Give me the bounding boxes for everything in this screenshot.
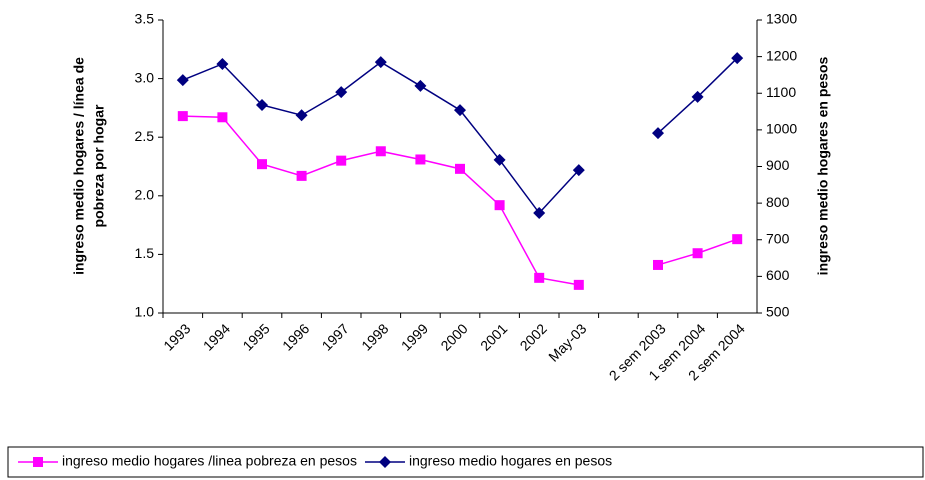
y2-tick-label: 1100	[766, 84, 796, 100]
legend-label: ingreso medio hogares en pesos	[409, 453, 612, 469]
marker	[256, 98, 268, 111]
marker	[652, 127, 664, 140]
marker	[216, 57, 229, 70]
marker	[374, 56, 387, 69]
y-tick-label: 2.5	[135, 128, 155, 144]
y2-tick-label: 1200	[766, 47, 797, 63]
y2-tick-label: 700	[766, 230, 790, 246]
marker	[33, 457, 43, 467]
x-tick-label: 2001	[477, 320, 510, 353]
y-tick-label: 2.0	[135, 187, 155, 203]
y2-tick-label: 1000	[766, 121, 797, 137]
marker	[692, 248, 703, 259]
marker	[176, 74, 189, 87]
marker	[335, 86, 348, 99]
marker	[534, 272, 545, 283]
marker	[257, 159, 267, 170]
y-tick-label: 3.0	[135, 69, 155, 85]
x-tick-label: May-03	[545, 320, 589, 364]
marker	[415, 154, 426, 165]
marker	[375, 146, 386, 157]
x-tick-label: 2002	[517, 320, 550, 353]
legend-box	[7, 446, 924, 478]
marker	[573, 279, 584, 290]
marker	[454, 104, 466, 117]
marker	[493, 153, 506, 166]
x-tick-label: 1995	[239, 320, 272, 353]
marker	[653, 259, 663, 270]
series-line	[182, 115, 738, 286]
y-tick-label: 1.0	[135, 304, 155, 320]
x-tick-label: 1996	[279, 320, 312, 353]
y2-tick-label: 900	[766, 157, 790, 173]
marker	[177, 111, 188, 122]
y-axis-label: ingreso medio hogares / línea de	[71, 57, 87, 275]
y2-axis-label: ingreso medio hogares en pesos	[815, 56, 831, 275]
series-line	[182, 57, 738, 215]
y2-tick-label: 1300	[766, 11, 797, 27]
x-tick-label: 1997	[319, 320, 352, 353]
marker	[691, 90, 704, 103]
y2-tick-label: 500	[766, 304, 790, 320]
x-tick-label: 2000	[437, 320, 470, 353]
legend-label: ingreso medio hogares /linea pobreza en …	[62, 453, 357, 469]
marker	[494, 200, 505, 211]
marker	[731, 52, 744, 65]
marker	[295, 109, 308, 122]
x-tick-label: 1999	[398, 320, 431, 353]
x-tick-label: 1993	[160, 320, 193, 353]
y2-tick-label: 800	[766, 194, 790, 210]
x-tick-label: 1998	[358, 320, 391, 353]
marker	[533, 207, 546, 220]
y2-tick-label: 600	[766, 267, 790, 283]
y-tick-label: 3.5	[135, 11, 155, 27]
marker	[217, 112, 228, 123]
marker	[455, 163, 465, 174]
marker	[572, 164, 585, 177]
y-tick-label: 1.5	[135, 245, 155, 261]
marker	[414, 79, 427, 92]
x-tick-label: 1994	[200, 320, 233, 353]
marker	[378, 456, 391, 468]
marker	[336, 155, 347, 166]
marker	[296, 170, 307, 181]
marker	[732, 234, 743, 245]
y-axis-label: pobreza por hogar	[91, 104, 107, 227]
